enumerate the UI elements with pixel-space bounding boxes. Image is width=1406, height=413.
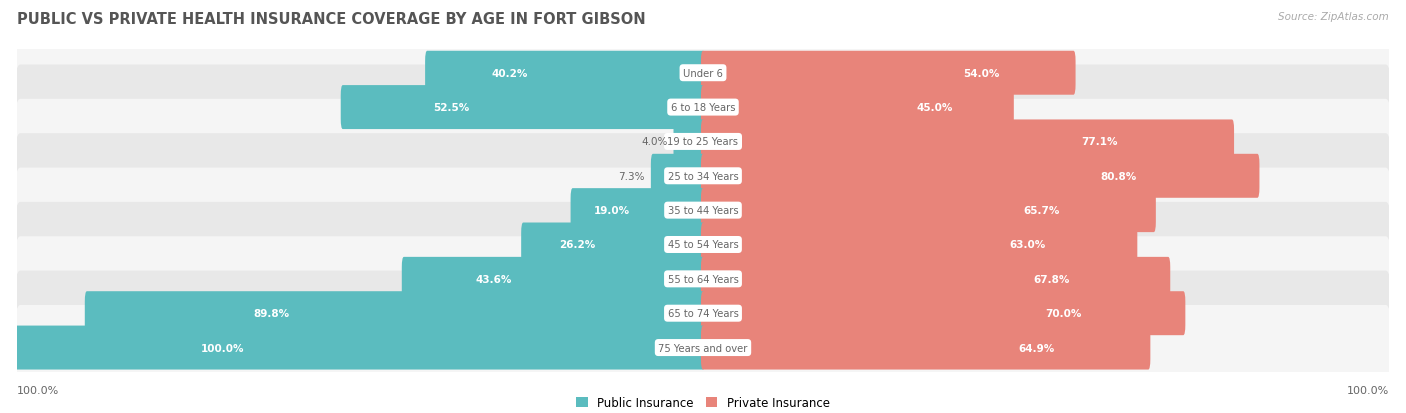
FancyBboxPatch shape	[15, 31, 1391, 116]
Text: 45.0%: 45.0%	[917, 103, 953, 113]
Text: 6 to 18 Years: 6 to 18 Years	[671, 103, 735, 113]
Text: 100.0%: 100.0%	[201, 343, 245, 353]
FancyBboxPatch shape	[15, 134, 1391, 219]
Text: 63.0%: 63.0%	[1010, 240, 1045, 250]
Text: 100.0%: 100.0%	[1347, 385, 1389, 395]
Text: 100.0%: 100.0%	[17, 385, 59, 395]
Text: 52.5%: 52.5%	[433, 103, 470, 113]
FancyBboxPatch shape	[571, 189, 704, 233]
Text: 80.8%: 80.8%	[1101, 171, 1137, 181]
FancyBboxPatch shape	[15, 100, 1391, 185]
FancyBboxPatch shape	[402, 257, 704, 301]
FancyBboxPatch shape	[702, 257, 1170, 301]
Text: Source: ZipAtlas.com: Source: ZipAtlas.com	[1278, 12, 1389, 22]
FancyBboxPatch shape	[84, 292, 704, 335]
FancyBboxPatch shape	[15, 202, 1391, 287]
FancyBboxPatch shape	[702, 120, 1234, 164]
Text: 89.8%: 89.8%	[253, 309, 290, 318]
FancyBboxPatch shape	[15, 65, 1391, 150]
FancyBboxPatch shape	[15, 168, 1391, 253]
FancyBboxPatch shape	[15, 305, 1391, 390]
Text: 55 to 64 Years: 55 to 64 Years	[668, 274, 738, 284]
Text: 25 to 34 Years: 25 to 34 Years	[668, 171, 738, 181]
Text: 26.2%: 26.2%	[560, 240, 595, 250]
Text: 54.0%: 54.0%	[963, 69, 1000, 78]
FancyBboxPatch shape	[522, 223, 704, 267]
Text: 64.9%: 64.9%	[1019, 343, 1054, 353]
Text: 45 to 54 Years: 45 to 54 Years	[668, 240, 738, 250]
FancyBboxPatch shape	[702, 292, 1185, 335]
Text: 65.7%: 65.7%	[1024, 206, 1059, 216]
Text: 75 Years and over: 75 Years and over	[658, 343, 748, 353]
FancyBboxPatch shape	[702, 189, 1156, 233]
FancyBboxPatch shape	[702, 223, 1137, 267]
Text: 40.2%: 40.2%	[492, 69, 529, 78]
Text: 65 to 74 Years: 65 to 74 Years	[668, 309, 738, 318]
FancyBboxPatch shape	[425, 52, 704, 95]
FancyBboxPatch shape	[15, 326, 704, 370]
Text: 67.8%: 67.8%	[1033, 274, 1070, 284]
Text: 35 to 44 Years: 35 to 44 Years	[668, 206, 738, 216]
FancyBboxPatch shape	[673, 120, 704, 164]
FancyBboxPatch shape	[702, 154, 1260, 198]
Text: PUBLIC VS PRIVATE HEALTH INSURANCE COVERAGE BY AGE IN FORT GIBSON: PUBLIC VS PRIVATE HEALTH INSURANCE COVER…	[17, 12, 645, 27]
Text: 19 to 25 Years: 19 to 25 Years	[668, 137, 738, 147]
FancyBboxPatch shape	[15, 271, 1391, 356]
Text: 7.3%: 7.3%	[619, 171, 645, 181]
Text: 70.0%: 70.0%	[1045, 309, 1081, 318]
Text: Under 6: Under 6	[683, 69, 723, 78]
Text: 43.6%: 43.6%	[475, 274, 512, 284]
FancyBboxPatch shape	[15, 237, 1391, 322]
FancyBboxPatch shape	[340, 86, 704, 130]
FancyBboxPatch shape	[702, 86, 1014, 130]
FancyBboxPatch shape	[702, 326, 1150, 370]
Text: 19.0%: 19.0%	[593, 206, 630, 216]
Legend: Public Insurance, Private Insurance: Public Insurance, Private Insurance	[571, 392, 835, 413]
FancyBboxPatch shape	[651, 154, 704, 198]
Text: 4.0%: 4.0%	[641, 137, 668, 147]
Text: 77.1%: 77.1%	[1081, 137, 1118, 147]
FancyBboxPatch shape	[702, 52, 1076, 95]
